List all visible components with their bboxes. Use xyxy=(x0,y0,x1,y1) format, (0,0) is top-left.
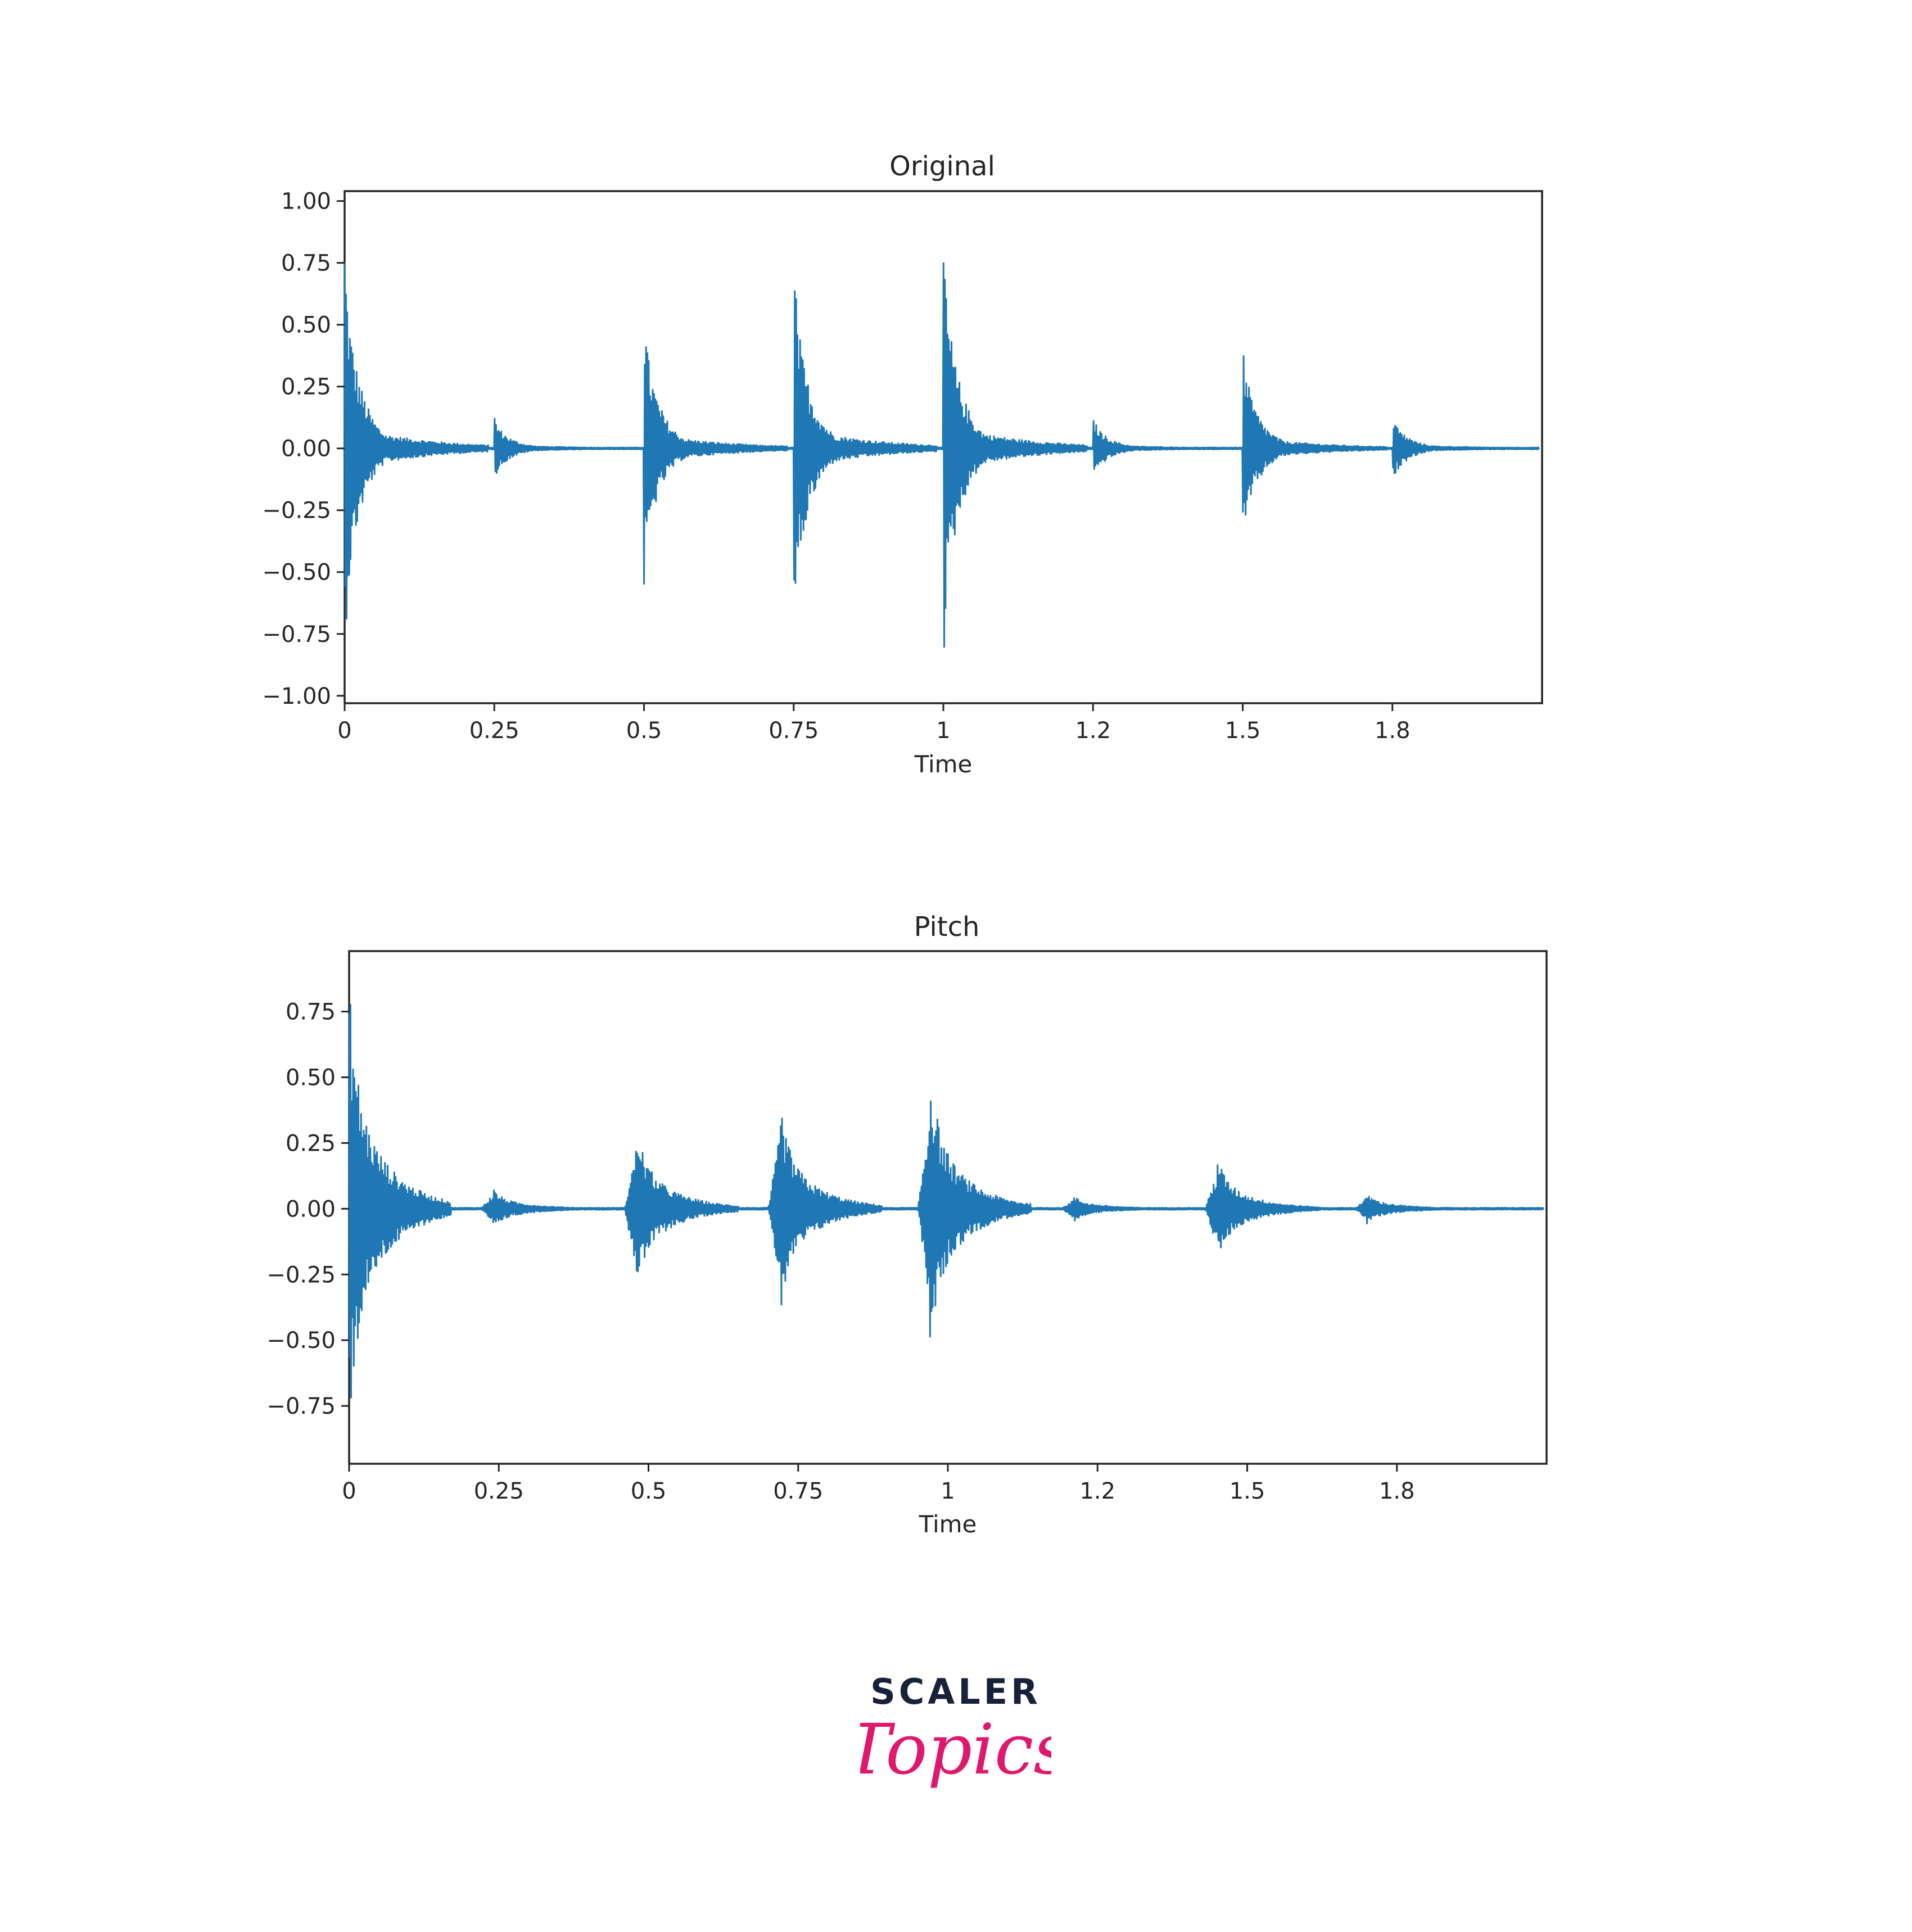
x-axis: 0 0.25 0.5 0.75 1 1.2 1.5 1.8 xyxy=(337,703,1411,744)
y-tick-label: 0.00 xyxy=(281,436,331,462)
chart-title: Original xyxy=(889,151,995,182)
waveform-layer xyxy=(343,262,1540,648)
x-tick-label: 0.5 xyxy=(631,1478,667,1504)
x-axis: 0 0.25 0.5 0.75 1 1.2 1.5 1.8 xyxy=(342,1464,1415,1504)
x-tick-label: 0.25 xyxy=(469,718,519,744)
y-tick-label: −0.25 xyxy=(266,1262,336,1288)
x-tick-label: 0.25 xyxy=(474,1478,524,1504)
x-tick-label: 1.5 xyxy=(1225,718,1261,744)
logo-topics-text: Topics xyxy=(860,1709,1051,1790)
y-tick-label: 0.75 xyxy=(286,999,336,1025)
x-tick-label: 1.5 xyxy=(1230,1478,1265,1504)
x-tick-label: 1 xyxy=(936,718,950,744)
y-tick-label: −1.00 xyxy=(262,684,331,709)
y-tick-label: 1.00 xyxy=(281,189,331,215)
y-tick-label: −0.50 xyxy=(266,1328,336,1354)
x-tick-label: 0 xyxy=(342,1478,356,1504)
logo-scaler-text: SCALER xyxy=(870,1671,1041,1712)
y-tick-label: −0.75 xyxy=(266,1393,336,1419)
y-axis: 1.00 0.75 0.50 0.25 0.00 −0.25 −0.50 −0.75 −1.00 xyxy=(262,189,345,709)
y-tick-label: −0.50 xyxy=(262,560,331,586)
waveform-layer xyxy=(348,1004,1545,1399)
y-tick-label: 0.50 xyxy=(281,313,331,338)
x-tick-label: 0.75 xyxy=(773,1478,823,1504)
x-tick-label: 1.8 xyxy=(1375,718,1411,744)
y-tick-label: −0.75 xyxy=(262,622,331,648)
y-tick-label: −0.25 xyxy=(262,498,331,524)
x-tick-label: 1.2 xyxy=(1075,718,1111,744)
y-tick-label: 0.50 xyxy=(286,1065,336,1091)
x-tick-label: 0.75 xyxy=(769,718,819,744)
scaler-topics-logo: SCALER Topics xyxy=(860,1671,1051,1790)
x-tick-label: 1 xyxy=(941,1478,955,1504)
y-tick-label: 0.25 xyxy=(281,374,331,400)
x-axis-label: Time xyxy=(919,1510,977,1538)
x-tick-label: 0 xyxy=(337,718,351,744)
x-tick-label: 1.8 xyxy=(1379,1478,1415,1504)
x-tick-label: 0.5 xyxy=(626,718,662,744)
chart-original: Original 1.000.750.500.250.00−0.25−0.50−… xyxy=(262,151,1543,778)
chart-title: Pitch xyxy=(914,911,980,943)
y-axis: 0.75 0.50 0.25 0.00 −0.25 −0.50 −0.75 xyxy=(266,999,349,1419)
x-tick-label: 1.2 xyxy=(1079,1478,1115,1504)
y-tick-label: 0.00 xyxy=(286,1196,336,1222)
waveform-series xyxy=(348,1004,1545,1399)
waveform-series xyxy=(343,262,1540,648)
y-tick-label: 0.75 xyxy=(281,251,331,277)
x-axis-label: Time xyxy=(914,750,973,778)
y-tick-label: 0.25 xyxy=(286,1130,336,1156)
